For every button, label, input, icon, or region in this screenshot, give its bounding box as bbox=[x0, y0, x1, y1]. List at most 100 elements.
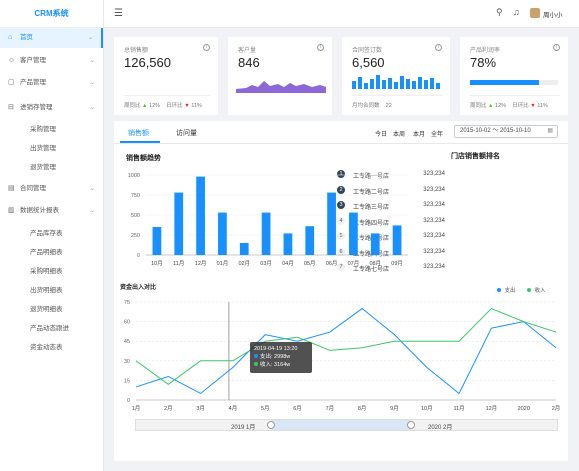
x-tick-label: 04月 bbox=[282, 260, 294, 267]
ranking-title: 门店销售额排名 bbox=[451, 153, 500, 160]
bar[interactable] bbox=[261, 212, 271, 255]
kpi-label: 客户量 bbox=[238, 48, 257, 54]
data-zoom-range[interactable] bbox=[271, 420, 411, 430]
rank-number: 4 bbox=[337, 216, 345, 225]
sidebar-subitem-purchase[interactable]: 采购管理 bbox=[30, 126, 56, 133]
avatar[interactable] bbox=[530, 8, 540, 18]
legend-expense[interactable]: 支出 bbox=[497, 286, 516, 294]
ranking-row[interactable]: 1 工专路一号店 323,234 bbox=[337, 167, 445, 182]
x-tick-label: 08月 bbox=[369, 260, 381, 267]
data-zoom-handle-right[interactable] bbox=[407, 421, 415, 429]
kpi-label: 产品利润率 bbox=[470, 48, 501, 54]
username[interactable]: 周小小 bbox=[543, 12, 563, 19]
sidebar-subitem-purchase-detail[interactable]: 采购明细表 bbox=[30, 268, 63, 275]
sidebar-subitem-shipment[interactable]: 出货管理 bbox=[30, 145, 56, 152]
sidebar-subitem-returns[interactable]: 退货管理 bbox=[30, 164, 56, 171]
ranking-row[interactable]: 4 工专路四号店 323,234 bbox=[337, 214, 445, 229]
menu-toggle-icon[interactable]: ☰ bbox=[114, 8, 123, 19]
bar[interactable] bbox=[305, 226, 315, 255]
box-icon: ▢ bbox=[8, 79, 15, 86]
date-range-picker[interactable]: 2015-10-02 ～ 2015-10-10 ▦ bbox=[454, 125, 558, 138]
sidebar-subitem-product-detail[interactable]: 产品明细表 bbox=[30, 249, 63, 256]
x-tick-label: 2月 bbox=[164, 405, 173, 412]
mini-bar bbox=[412, 81, 416, 89]
file-icon: ▤ bbox=[8, 185, 15, 192]
store-sales: 323,234 bbox=[423, 171, 445, 177]
store-sales: 323,234 bbox=[423, 248, 445, 255]
x-tick-label: 6月 bbox=[293, 405, 302, 412]
bar[interactable] bbox=[349, 212, 358, 255]
series-line-income[interactable] bbox=[135, 307, 557, 385]
sidebar-item-label: 首页 bbox=[20, 34, 33, 41]
x-tick-label: 3月 bbox=[196, 405, 205, 412]
bar[interactable] bbox=[218, 212, 227, 255]
ranking-row[interactable]: 3 工专路三号店 323,234 bbox=[337, 198, 445, 213]
info-icon[interactable]: i bbox=[203, 44, 210, 51]
store-name: 工专路三号店 bbox=[353, 205, 390, 211]
sidebar-subitem-funds[interactable]: 资金动态表 bbox=[30, 344, 63, 351]
y-tick-label: 45 bbox=[124, 339, 130, 345]
y-tick-label: 0 bbox=[137, 253, 140, 259]
trend-down-icon: ▼ bbox=[530, 103, 536, 109]
tab-sales[interactable]: 销售额 bbox=[128, 130, 149, 137]
app-logo[interactable]: CRM系统 bbox=[0, 0, 103, 28]
kpi-card-contracts: 合同签订数 i 6,560 月均合同数 22 bbox=[342, 37, 450, 115]
x-tick-label: 1月 bbox=[132, 405, 141, 412]
info-icon[interactable]: i bbox=[553, 44, 560, 51]
data-zoom-track[interactable] bbox=[135, 419, 558, 431]
legend-income[interactable]: 收入 bbox=[527, 286, 546, 294]
bar[interactable] bbox=[392, 225, 402, 255]
chart-tooltip: 2019-04-19 13:20 支出: 2998w 收入: 3164w bbox=[250, 342, 312, 373]
bar[interactable] bbox=[174, 192, 184, 255]
kpi-card-customers: 客户量 i 846 bbox=[228, 37, 332, 115]
sidebar-item-contracts[interactable]: ▤ 合同管理 ⌄ bbox=[0, 179, 103, 199]
info-icon[interactable]: i bbox=[435, 44, 442, 51]
sidebar-item-reports[interactable]: ▥ 数据统计报表 ⌄ bbox=[0, 201, 103, 221]
filter-year[interactable]: 全年 bbox=[431, 132, 444, 138]
sidebar-subitem-product-follow[interactable]: 产品动态跟进 bbox=[30, 325, 69, 332]
sidebar-item-customers[interactable]: ☺ 客户管理 ⌄ bbox=[0, 51, 103, 71]
filter-week[interactable]: 本周 bbox=[393, 132, 406, 138]
x-tick-label: 05月 bbox=[304, 260, 316, 267]
tooltip-expense: 支出: 2998w bbox=[254, 353, 308, 361]
tab-visits[interactable]: 访问量 bbox=[176, 130, 197, 137]
bell-icon[interactable]: ♫ bbox=[513, 7, 520, 17]
trend-up-icon: ▲ bbox=[142, 103, 148, 109]
bar[interactable] bbox=[370, 233, 380, 255]
kpi-footer: 周同比 ▲ 12% 日环比 ▼ 11% bbox=[124, 95, 210, 109]
mini-bar bbox=[394, 82, 398, 89]
sidebar-item-products[interactable]: ▢ 产品管理 ⌄ bbox=[0, 73, 103, 93]
ranking-row[interactable]: 7 工专路七号店 323,234 bbox=[337, 260, 445, 275]
mini-bar bbox=[382, 80, 386, 89]
week-compare-value: 12% bbox=[149, 103, 161, 109]
search-icon[interactable]: ⚲ bbox=[496, 7, 503, 17]
bar[interactable] bbox=[196, 176, 205, 255]
info-icon[interactable]: i bbox=[317, 44, 324, 51]
chevron-down-icon: ⌄ bbox=[89, 80, 95, 86]
monthly-avg-label: 月均合同数 bbox=[352, 103, 380, 109]
week-compare-label: 周同比 bbox=[124, 103, 141, 109]
x-tick-label: 2020 bbox=[518, 406, 530, 412]
y-tick-label: 15 bbox=[124, 378, 130, 384]
sidebar-subitem-shipment-detail[interactable]: 出货明细表 bbox=[30, 287, 63, 294]
store-name: 工专路四号店 bbox=[353, 220, 390, 227]
x-tick-label: 03月 bbox=[260, 260, 272, 267]
store-name: 工专路七号店 bbox=[353, 267, 390, 273]
sidebar-item-home[interactable]: ⌂ 首页 ⌄ bbox=[0, 28, 103, 48]
x-tick-label: 10月 bbox=[421, 405, 433, 412]
y-tick-label: 30 bbox=[124, 359, 130, 365]
ranking-row[interactable]: 2 工专路二号店 323,234 bbox=[337, 183, 445, 198]
sidebar-item-inventory[interactable]: ⊟ 进销存管理 ⌄ bbox=[0, 98, 103, 118]
rank-number: 2 bbox=[337, 185, 345, 194]
bar[interactable] bbox=[327, 192, 336, 255]
data-zoom-handle-left[interactable] bbox=[267, 421, 275, 429]
sidebar-subitem-return-detail[interactable]: 退货明细表 bbox=[30, 306, 63, 313]
bar[interactable] bbox=[239, 243, 249, 255]
filter-month[interactable]: 本月 bbox=[413, 132, 426, 138]
sidebar-subitem-stock[interactable]: 产品库存表 bbox=[30, 230, 63, 237]
series-line-expense[interactable] bbox=[135, 307, 557, 395]
filter-today[interactable]: 今日 bbox=[375, 132, 388, 138]
bar[interactable] bbox=[283, 233, 293, 255]
bar[interactable] bbox=[152, 227, 162, 255]
line-chart-title: 资金出入对比 bbox=[120, 285, 157, 291]
